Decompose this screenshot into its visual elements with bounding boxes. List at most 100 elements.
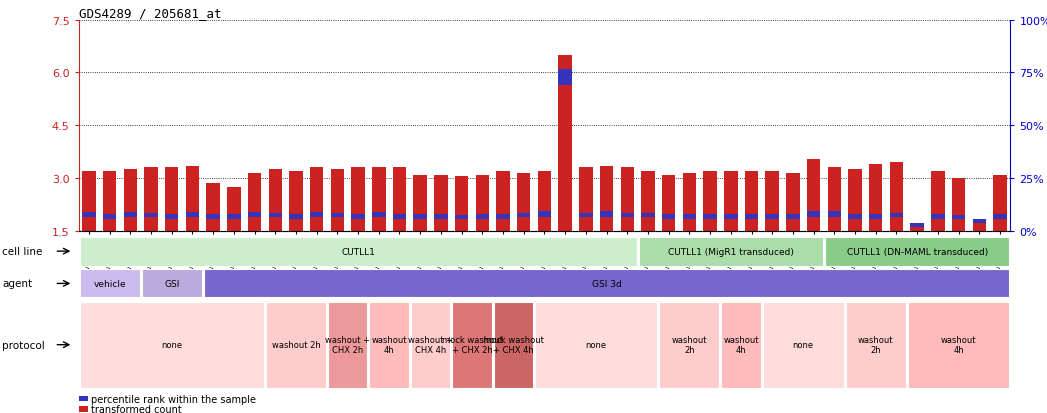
Bar <box>725 214 737 219</box>
Bar <box>352 168 364 231</box>
Bar <box>414 175 427 231</box>
Text: washout
2h: washout 2h <box>671 335 707 354</box>
Bar <box>496 215 510 219</box>
Text: vehicle: vehicle <box>93 279 126 288</box>
Bar <box>435 215 448 219</box>
Bar <box>725 172 737 231</box>
Bar <box>641 172 654 231</box>
Bar <box>558 56 572 231</box>
Bar <box>621 168 634 231</box>
Text: washout +
CHX 2h: washout + CHX 2h <box>326 335 371 354</box>
Bar <box>165 214 178 219</box>
Text: washout
2h: washout 2h <box>857 335 893 354</box>
Bar <box>414 214 427 219</box>
Bar <box>517 213 531 218</box>
Bar <box>144 213 158 218</box>
Bar <box>931 214 944 219</box>
Bar <box>827 168 841 231</box>
Bar <box>579 168 593 231</box>
Bar <box>289 172 303 231</box>
Text: GDS4289 / 205681_at: GDS4289 / 205681_at <box>79 7 221 19</box>
Bar <box>662 175 675 231</box>
Bar <box>372 168 385 231</box>
Text: GSI: GSI <box>164 279 179 288</box>
Bar <box>310 212 324 217</box>
Text: GSI 3d: GSI 3d <box>592 279 622 288</box>
Bar <box>558 70 572 85</box>
Bar <box>890 213 904 218</box>
Bar <box>744 172 758 231</box>
Text: cell line: cell line <box>2 247 43 256</box>
Bar <box>227 214 241 219</box>
Bar <box>103 172 116 231</box>
Text: mock washout
+ CHX 2h: mock washout + CHX 2h <box>442 335 503 354</box>
Bar <box>704 172 717 231</box>
Bar <box>848 170 862 231</box>
Text: CUTLL1 (MigR1 transduced): CUTLL1 (MigR1 transduced) <box>668 247 794 256</box>
Bar <box>869 165 883 231</box>
Bar <box>807 159 821 231</box>
Bar <box>124 212 137 217</box>
Bar <box>994 214 1007 219</box>
Text: CUTLL1 (DN-MAML transduced): CUTLL1 (DN-MAML transduced) <box>847 247 987 256</box>
Bar <box>786 214 800 219</box>
Text: percentile rank within the sample: percentile rank within the sample <box>91 394 257 404</box>
Bar <box>911 224 923 231</box>
Bar <box>393 214 406 219</box>
Bar <box>454 177 468 231</box>
Bar <box>765 214 779 219</box>
Bar <box>600 166 614 231</box>
Bar <box>890 163 904 231</box>
Bar <box>124 170 137 231</box>
Bar <box>973 219 986 231</box>
Bar <box>82 172 95 231</box>
Bar <box>931 172 944 231</box>
Text: none: none <box>793 340 814 349</box>
Bar <box>206 184 220 231</box>
Bar <box>517 173 531 231</box>
Bar <box>765 172 779 231</box>
Bar <box>289 214 303 219</box>
Bar <box>331 170 344 231</box>
Bar <box>310 168 324 231</box>
Text: washout 2h: washout 2h <box>271 340 320 349</box>
Text: washout
4h: washout 4h <box>372 335 407 354</box>
Text: transformed count: transformed count <box>91 404 182 413</box>
Bar <box>165 168 178 231</box>
Bar <box>641 213 654 218</box>
Bar <box>185 212 199 217</box>
Bar <box>973 219 986 223</box>
Text: CUTLL1: CUTLL1 <box>341 247 375 256</box>
Text: agent: agent <box>2 279 32 289</box>
Bar <box>952 178 965 231</box>
Bar <box>744 214 758 219</box>
Bar <box>786 173 800 231</box>
Bar <box>454 216 468 220</box>
Text: protocol: protocol <box>2 340 45 350</box>
Bar <box>538 172 551 231</box>
Bar <box>352 214 364 219</box>
Text: washout +
CHX 4h: washout + CHX 4h <box>408 335 453 354</box>
Bar <box>393 168 406 231</box>
Bar <box>911 223 923 228</box>
Bar <box>227 188 241 231</box>
Text: mock washout
+ CHX 4h: mock washout + CHX 4h <box>483 335 543 354</box>
Bar <box>103 215 116 219</box>
Bar <box>475 215 489 219</box>
Bar <box>372 212 385 217</box>
Text: none: none <box>161 340 182 349</box>
Text: washout
4h: washout 4h <box>941 335 977 354</box>
Bar <box>600 212 614 217</box>
Bar <box>704 214 717 219</box>
Bar <box>683 214 696 219</box>
Bar <box>331 213 344 218</box>
Bar <box>869 214 883 219</box>
Text: washout
4h: washout 4h <box>723 335 759 354</box>
Bar <box>827 211 841 217</box>
Bar <box>496 172 510 231</box>
Bar <box>144 168 158 231</box>
Bar <box>807 211 821 217</box>
Bar <box>248 173 262 231</box>
Bar <box>248 212 262 217</box>
Bar <box>683 173 696 231</box>
